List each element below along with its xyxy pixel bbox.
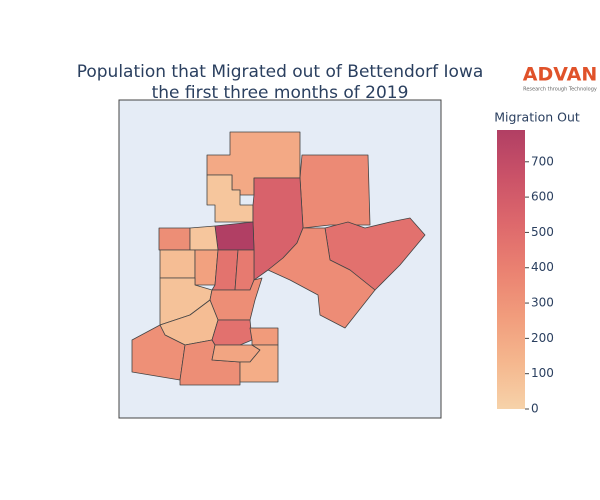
region — [252, 177, 304, 281]
colorbar-tick-label: 0 — [531, 402, 539, 416]
colorbar-ticks: 0 100 200 300 400 500 600 700 — [525, 154, 554, 416]
region — [234, 249, 255, 291]
region — [194, 249, 219, 286]
region — [214, 221, 255, 251]
colorbar-tick-label: 500 — [531, 225, 554, 239]
colorbar-tick-label: 200 — [531, 331, 554, 345]
colorbar — [497, 130, 525, 409]
region — [249, 327, 279, 346]
region — [159, 249, 196, 279]
colorbar-tick-label: 700 — [531, 154, 554, 168]
map-title: the first three months of 2019 — [152, 83, 409, 103]
region — [158, 227, 191, 251]
colorbar-title: Migration Out — [494, 110, 580, 125]
colorbar-tick-label: 400 — [531, 260, 554, 274]
region — [239, 344, 279, 383]
colorbar-tick-label: 300 — [531, 296, 554, 310]
logo-tagline: Research through Technology — [523, 87, 597, 93]
colorbar-tick-label: 100 — [531, 366, 554, 380]
map-title: Population that Migrated out of Bettendo… — [77, 62, 484, 82]
region — [299, 154, 371, 229]
region — [267, 227, 376, 329]
region — [211, 319, 253, 346]
logo: ADVAN — [523, 64, 598, 86]
regions — [131, 131, 426, 386]
colorbar-tick-label: 600 — [531, 190, 554, 204]
region — [189, 225, 219, 251]
